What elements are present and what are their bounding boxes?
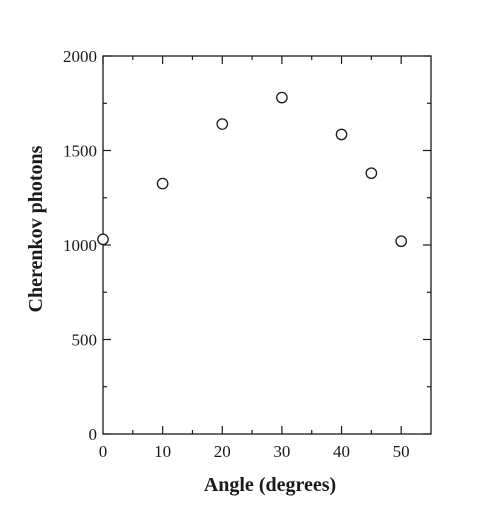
x-tick-label: 30 — [273, 442, 290, 461]
y-tick-label: 1000 — [63, 236, 97, 255]
plot-frame — [102, 55, 432, 435]
ticks-layer — [102, 55, 431, 435]
data-point — [97, 233, 109, 246]
data-point — [156, 177, 169, 190]
x-tick-label: 40 — [333, 442, 350, 461]
data-point — [335, 128, 348, 141]
x-tick-label: 20 — [214, 442, 231, 461]
x-tick-label: 10 — [154, 442, 171, 461]
data-point — [276, 91, 288, 104]
data-point — [395, 235, 408, 248]
x-tick-labels: 0 10 20 30 40 50 — [99, 442, 410, 461]
y-tick-label: 500 — [72, 331, 98, 350]
x-tick-label: 50 — [393, 442, 410, 461]
x-tick-label: 0 — [99, 442, 108, 461]
data-point — [365, 167, 378, 180]
x-axis-title: Angle (degrees) — [204, 474, 336, 496]
points-layer — [97, 91, 408, 248]
y-tick-label: 0 — [89, 425, 98, 444]
y-tick-label: 1500 — [63, 142, 97, 161]
y-tick-labels: 0 500 1000 1500 2000 — [63, 47, 97, 444]
data-point — [216, 118, 229, 130]
y-axis-title: Cherenkov photons — [25, 145, 47, 312]
y-tick-label: 2000 — [63, 47, 97, 66]
